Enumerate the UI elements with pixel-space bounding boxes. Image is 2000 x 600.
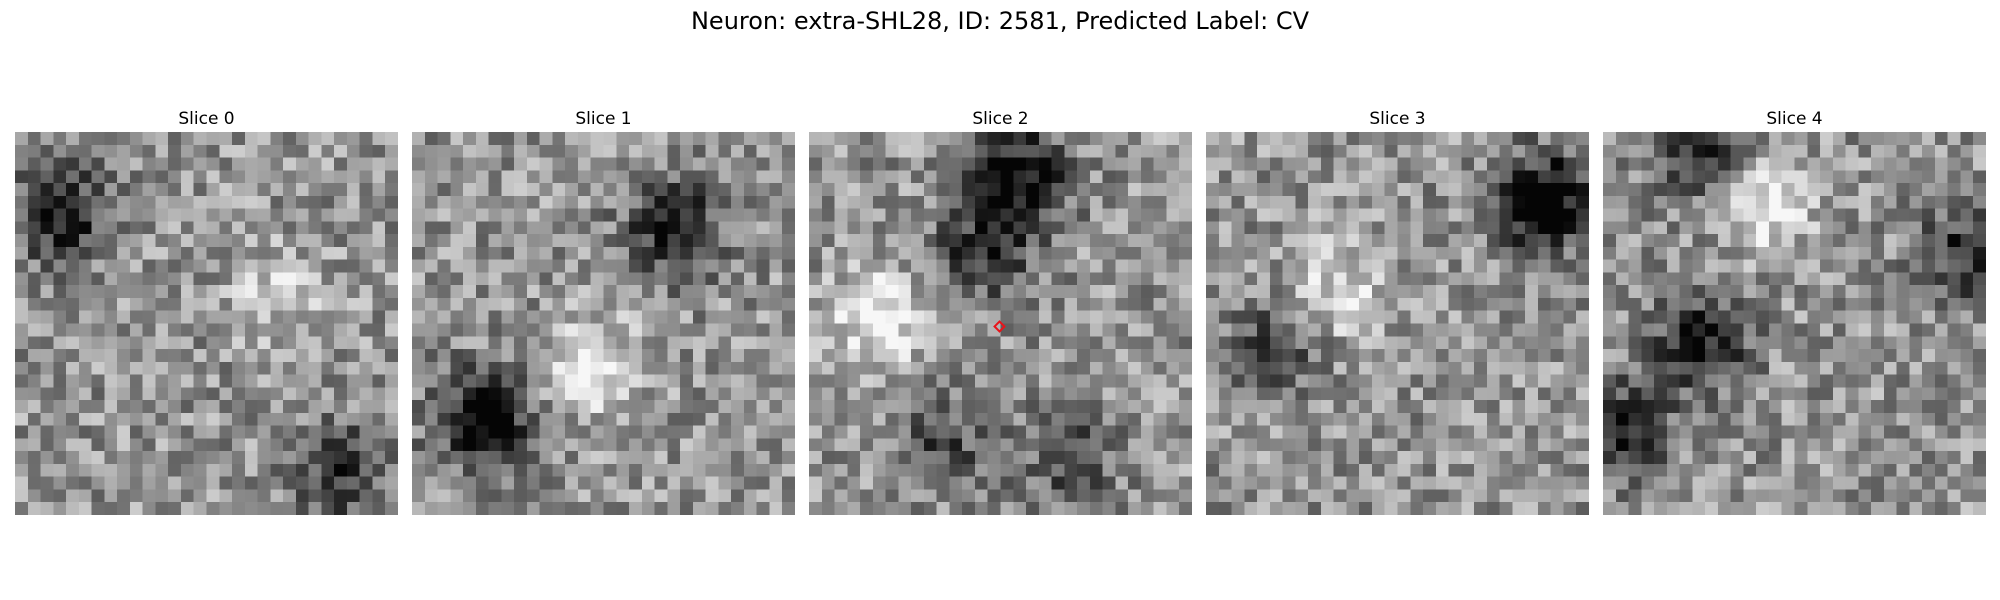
slice-title: Slice 3: [1369, 109, 1426, 129]
slice-image: [412, 132, 795, 515]
slice-image: [809, 132, 1192, 515]
slice-title: Slice 4: [1766, 109, 1823, 129]
slice-title: Slice 2: [972, 109, 1029, 129]
slice-title: Slice 1: [575, 109, 632, 129]
figure-suptitle: Neuron: extra-SHL28, ID: 2581, Predicted…: [690, 7, 1310, 35]
slice-image: [1206, 132, 1589, 515]
slice-panel-2: Slice 2: [809, 108, 1192, 515]
slice-title: Slice 0: [178, 109, 235, 129]
slice-panel-1: Slice 1: [412, 108, 795, 515]
slice-panel-3: Slice 3: [1206, 108, 1589, 515]
slice-panel-0: Slice 0: [15, 108, 398, 515]
slice-panel-4: Slice 4: [1603, 108, 1986, 515]
slice-image: [1603, 132, 1986, 515]
slice-image: [15, 132, 398, 515]
